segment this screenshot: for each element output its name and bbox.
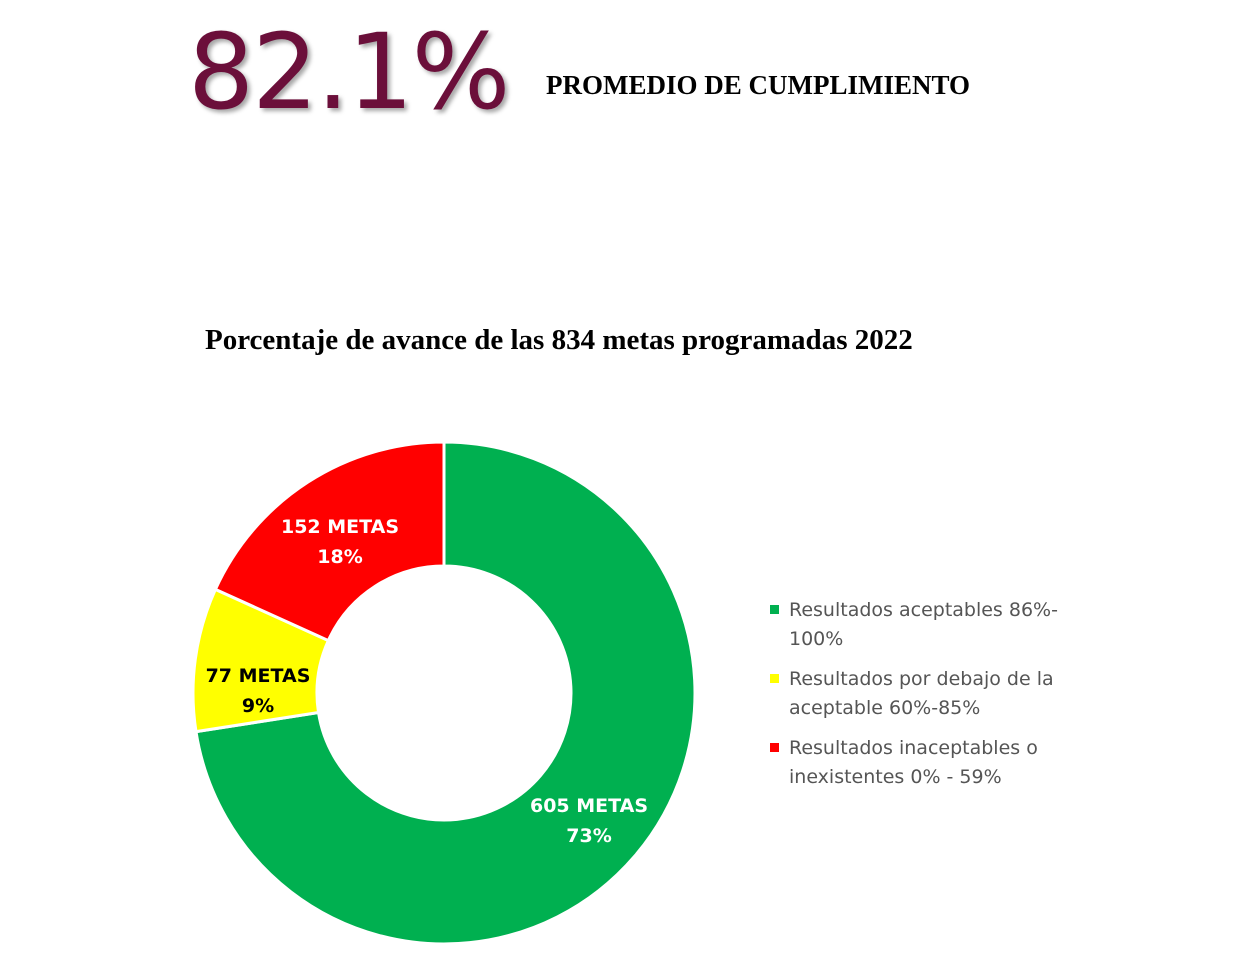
chart-title: Porcentaje de avance de las 834 metas pr… [205, 324, 913, 356]
slice-label-percent: 73% [566, 825, 611, 847]
slice-label-count: 152 METAS [281, 516, 399, 538]
legend-swatch-green [770, 605, 779, 614]
average-compliance-value: 82.1% [188, 11, 510, 133]
legend-swatch-red [770, 743, 779, 752]
donut-slice-2 [213, 440, 446, 643]
donut-slice-0 [194, 440, 697, 946]
legend-item-debajo: Resultados por debajo de la aceptable 60… [770, 665, 1070, 723]
legend-label-cont: aceptable 60%-85% [789, 697, 981, 719]
legend-label: Resultados inaceptables o [789, 737, 1038, 759]
legend-label-cont: 100% [789, 628, 844, 650]
legend-label-cont: inexistentes 0% - 59% [789, 766, 1002, 788]
legend-label: Resultados aceptables 86%- [789, 599, 1058, 621]
slice-label-percent: 9% [242, 695, 274, 717]
legend-swatch-yellow [770, 674, 779, 683]
slice-label-percent: 18% [317, 546, 362, 568]
chart-legend: Resultados aceptables 86%- 100% Resultad… [770, 596, 1070, 803]
legend-item-inaceptables: Resultados inaceptables o inexistentes 0… [770, 734, 1070, 792]
legend-item-aceptables: Resultados aceptables 86%- 100% [770, 596, 1070, 654]
slice-label-count: 605 METAS [530, 795, 648, 817]
legend-label: Resultados por debajo de la [789, 668, 1054, 690]
slice-label-count: 77 METAS [206, 665, 311, 687]
average-compliance-label: PROMEDIO DE CUMPLIMIENTO [546, 70, 971, 100]
